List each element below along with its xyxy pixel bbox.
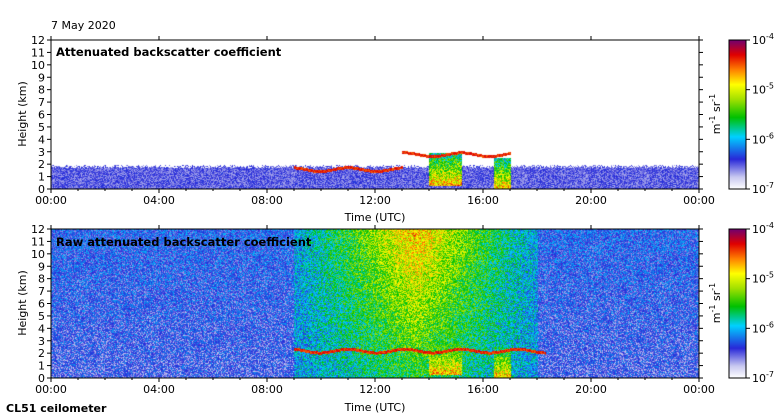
y-tick-label: 5 (38, 310, 45, 323)
colorbar-ticks-bottom: 10-7 10-6 10-5 10-4 (746, 221, 774, 385)
colorbar-top (728, 39, 747, 190)
y-tick-label: 1 (38, 171, 45, 184)
heatmap-bottom (51, 229, 699, 378)
y-tick-label: 10 (31, 248, 45, 261)
y-tick-label: 0 (38, 183, 45, 196)
y-tick-label: 7 (38, 96, 45, 109)
x-tick-label: 16:00 (467, 383, 499, 396)
x-tick-label: 12:00 (359, 194, 391, 207)
y-tick-label: 10 (31, 59, 45, 72)
panel-title-bottom: Raw attenuated backscatter coefficient (56, 235, 312, 249)
colorbar-tick-label: 10-6 (752, 131, 774, 146)
y-axis-label-bottom: Height (km) (16, 270, 29, 336)
y-tick-label: 1 (38, 360, 45, 373)
x-tick-label: 12:00 (359, 383, 391, 396)
y-tick-label: 2 (38, 347, 45, 360)
colorbar-ticks-top: 10-7 10-6 10-5 10-4 (746, 32, 774, 196)
colorbar-tick-label: 10-4 (752, 221, 774, 236)
colorbar-tick-label: 10-6 (752, 320, 774, 335)
y-tick-label: 5 (38, 121, 45, 134)
colorbar-tick-label: 10-7 (752, 181, 774, 196)
x-tick-label: 20:00 (575, 194, 607, 207)
y-tick-label: 9 (38, 71, 45, 84)
x-tick-label: 00:00 (35, 383, 67, 396)
x-tick-label: 04:00 (143, 383, 175, 396)
x-tick-label: 00:00 (683, 383, 715, 396)
y-tick-label: 4 (38, 133, 45, 146)
colorbar-tick-label: 10-4 (752, 32, 774, 47)
y-tick-label: 3 (38, 146, 45, 159)
y-tick-label: 12 (31, 34, 45, 47)
y-tick-label: 11 (31, 235, 45, 248)
colorbar-tick-label: 10-5 (752, 82, 774, 97)
x-tick-label: 16:00 (467, 194, 499, 207)
date-label: 7 May 2020 (51, 19, 116, 32)
colorbar-tick-label: 10-7 (752, 370, 774, 385)
y-tick-label: 2 (38, 158, 45, 171)
x-tick-label: 08:00 (251, 194, 283, 207)
y-tick-label: 12 (31, 223, 45, 236)
x-tick-label: 00:00 (683, 194, 715, 207)
x-tick-label: 20:00 (575, 383, 607, 396)
x-tick-label: 04:00 (143, 194, 175, 207)
y-tick-label: 9 (38, 260, 45, 273)
y-tick-label: 8 (38, 84, 45, 97)
colorbar-label-top: m-1 sr-1 (708, 94, 723, 134)
y-tick-label: 4 (38, 322, 45, 335)
heatmap-top (51, 40, 699, 189)
colorbar-bottom (728, 228, 747, 379)
y-tick-label: 7 (38, 285, 45, 298)
y-tick-label: 11 (31, 46, 45, 59)
x-axis-label-top: Time (UTC) (344, 211, 406, 224)
x-tick-label: 08:00 (251, 383, 283, 396)
colorbar-label-bottom: m-1 sr-1 (708, 283, 723, 323)
y-tick-label: 8 (38, 273, 45, 286)
y-tick-label: 6 (38, 109, 45, 122)
y-tick-label: 0 (38, 372, 45, 385)
y-tick-label: 3 (38, 335, 45, 348)
y-tick-label: 6 (38, 298, 45, 311)
x-axis-label-bottom: Time (UTC) (344, 401, 406, 414)
panel-title-top: Attenuated backscatter coefficient (56, 45, 282, 59)
x-tick-label: 00:00 (35, 194, 67, 207)
instrument-label: CL51 ceilometer (6, 402, 107, 415)
colorbar-tick-label: 10-5 (752, 271, 774, 286)
y-axis-label-top: Height (km) (16, 81, 29, 147)
